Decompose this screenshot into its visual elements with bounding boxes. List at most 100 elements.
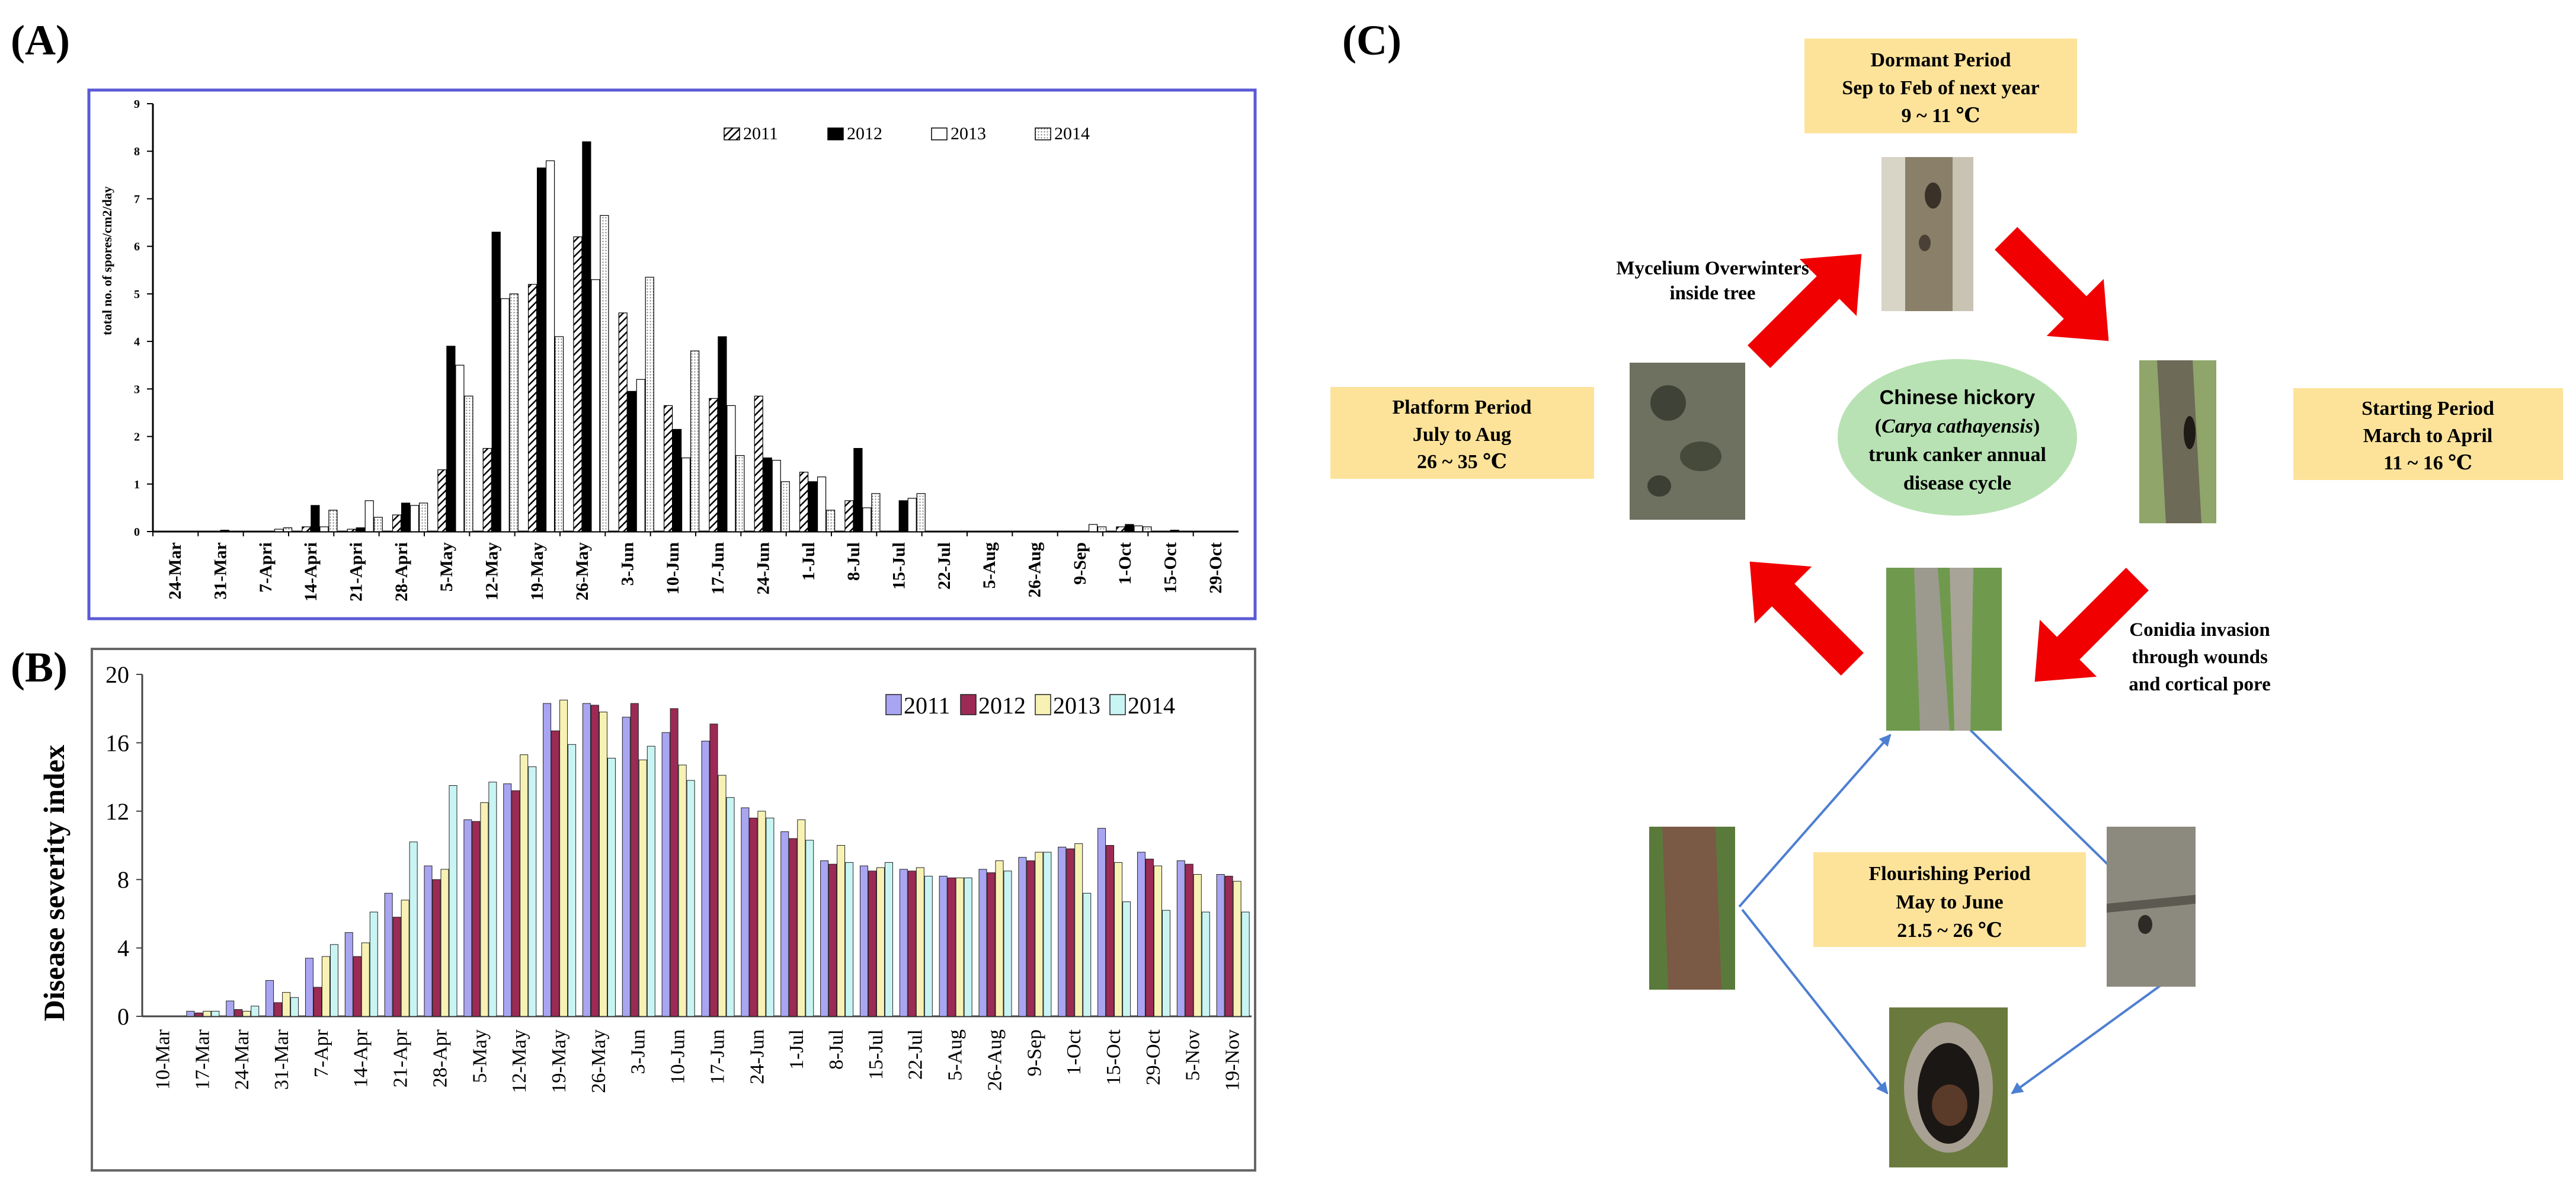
panel-b-bar <box>384 892 393 1017</box>
panel-b-bar <box>884 862 893 1017</box>
panel-a-bar <box>527 284 537 532</box>
panel-b-bar <box>313 987 322 1017</box>
panel-a-y-tick-label: 8 <box>134 145 140 158</box>
panel-a-bar <box>844 500 854 532</box>
panel-b-bar <box>1122 901 1131 1017</box>
panel-a-bar <box>916 493 926 532</box>
svg-text:9 ~ 11 ℃: 9 ~ 11 ℃ <box>1901 105 1980 127</box>
panel-b-bar <box>568 744 577 1017</box>
panel-a-bar <box>780 481 790 532</box>
panel-b-bar <box>1043 852 1052 1017</box>
photo-platform-bark <box>1630 363 1745 520</box>
panel-a-bar <box>663 405 673 532</box>
panel-a-bar <box>871 493 881 532</box>
conidia-annotation-line-3: and cortical pore <box>2129 674 2271 695</box>
panel-b-bar <box>480 802 489 1017</box>
photo-flourishing-left-bark <box>1649 827 1735 990</box>
panel-b-bar <box>638 759 647 1017</box>
panel-a-bar <box>554 336 564 532</box>
panel-a-bar <box>364 500 374 532</box>
panel-a-bar <box>1116 526 1125 532</box>
panel-b-bar <box>1106 845 1115 1017</box>
panel-a-bar <box>772 460 781 532</box>
panel-b-x-tick-label: 7-Apr <box>311 1029 332 1077</box>
panel-a-bar <box>1143 526 1152 532</box>
panel-a-x-tick-label: 1-Oct <box>1115 542 1135 585</box>
panel-a-bar <box>409 505 420 532</box>
panel-b-bar <box>599 711 607 1017</box>
center-line-4: disease cycle <box>1903 472 2011 494</box>
panel-b-bar <box>845 862 854 1017</box>
panel-b-x-tick-label: 3-Jun <box>628 1029 649 1074</box>
panel-b-bar <box>766 817 775 1017</box>
panel-c-diagram: Chinese hickory (Carya cathayensis) trun… <box>1330 39 2563 1167</box>
panel-a-y-tick-label: 2 <box>134 431 140 444</box>
panel-a-x-tick-label: 21-Apri <box>347 542 366 602</box>
panel-b-bar <box>344 932 353 1017</box>
panel-b-bar <box>361 942 370 1017</box>
flourishing-period-box: Flourishing Period May to June 21.5 ~ 26… <box>1813 852 2086 947</box>
panel-a-x-tick-label: 5-May <box>437 542 456 591</box>
svg-text:21.5 ~ 26 ℃: 21.5 ~ 26 ℃ <box>1897 920 2002 942</box>
panel-a-legend-label: 2012 <box>847 124 882 143</box>
panel-b-bar <box>1074 843 1083 1017</box>
panel-b-bar <box>186 1010 195 1017</box>
panel-b-bar <box>290 997 299 1017</box>
panel-b-bar <box>472 821 481 1017</box>
panel-a-x-tick-label: 24-Jun <box>754 542 773 595</box>
panel-b-bar <box>797 819 806 1017</box>
panel-b-x-tick-label: 9-Sep <box>1023 1029 1045 1076</box>
panel-b-bar <box>582 703 591 1017</box>
panel-a-bar <box>401 503 411 532</box>
panel-a-bar <box>536 167 546 532</box>
panel-b-y-tick-label: 0 <box>117 1003 129 1030</box>
panel-b-x-tick-label: 29-Oct <box>1143 1029 1164 1085</box>
panel-a-x-tick-label: 26-May <box>572 542 592 600</box>
panel-a-x-tick-label: 7-Apri <box>256 542 276 593</box>
panel-a-bar <box>302 526 311 532</box>
panel-b-bar <box>392 917 401 1017</box>
panel-b-bar <box>805 840 814 1017</box>
panel-b-chart: Disease severity index 0 4 8 12 16 20 10-Mar 1… <box>37 648 1256 1172</box>
panel-b-bar <box>226 1000 235 1017</box>
panel-a-bar <box>898 500 908 532</box>
panel-b-bar <box>1003 871 1012 1017</box>
panel-b-legend-label: 2014 <box>1128 692 1175 719</box>
panel-a-x-tick-label: 14-Apri <box>301 542 321 602</box>
center-line-3: trunk canker annual <box>1868 444 2046 466</box>
panel-b-y-tick-label: 8 <box>117 866 129 893</box>
panel-b-bar <box>432 879 441 1017</box>
svg-text:26 ~ 35 ℃: 26 ~ 35 ℃ <box>1417 451 1507 473</box>
panel-b-bar <box>1176 860 1185 1017</box>
dormant-period-box: Dormant Period Sep to Feb of next year 9… <box>1804 39 2077 133</box>
panel-b-bar <box>329 944 338 1017</box>
panel-a-bar <box>418 503 428 532</box>
panel-b-bar <box>964 877 972 1017</box>
panel-a-legend-label: 2011 <box>743 124 778 143</box>
panel-b-bar <box>876 867 885 1017</box>
panel-b-bar <box>837 845 846 1017</box>
panel-a-bar <box>582 141 591 532</box>
panel-b-bar <box>622 716 631 1017</box>
panel-a-bar <box>319 526 329 532</box>
panel-a-x-tick-label: 10-Jun <box>663 542 683 595</box>
panel-b-x-tick-label: 10-Mar <box>152 1029 174 1090</box>
red-arrow-up-right <box>1748 254 1862 368</box>
panel-b-bar <box>528 766 537 1017</box>
panel-b-legend-swatch <box>960 694 977 715</box>
panel-b-bar <box>488 782 497 1017</box>
panel-b-x-tick-label: 19-Nov <box>1222 1029 1244 1091</box>
panel-b-x-tick-label: 5-Nov <box>1182 1029 1204 1081</box>
panel-a-bar <box>464 395 473 532</box>
panel-a-bar <box>347 529 356 532</box>
panel-a-bar <box>328 510 338 532</box>
panel-a-chart: total no. of spores/cm2/day 0 1 2 3 4 5 6 7 8 9 2… <box>87 88 1257 620</box>
panel-b-bar <box>924 875 933 1017</box>
panel-a-legend-swatch <box>931 127 948 140</box>
svg-text:11 ~ 16 ℃: 11 ~ 16 ℃ <box>2383 452 2472 474</box>
panel-b-bar <box>194 1012 203 1017</box>
panel-b-x-tick-label: 10-Jun <box>667 1029 689 1084</box>
photo-starting-bark <box>2139 360 2216 523</box>
panel-b-bar <box>242 1010 251 1017</box>
panel-b-bar <box>828 863 837 1017</box>
